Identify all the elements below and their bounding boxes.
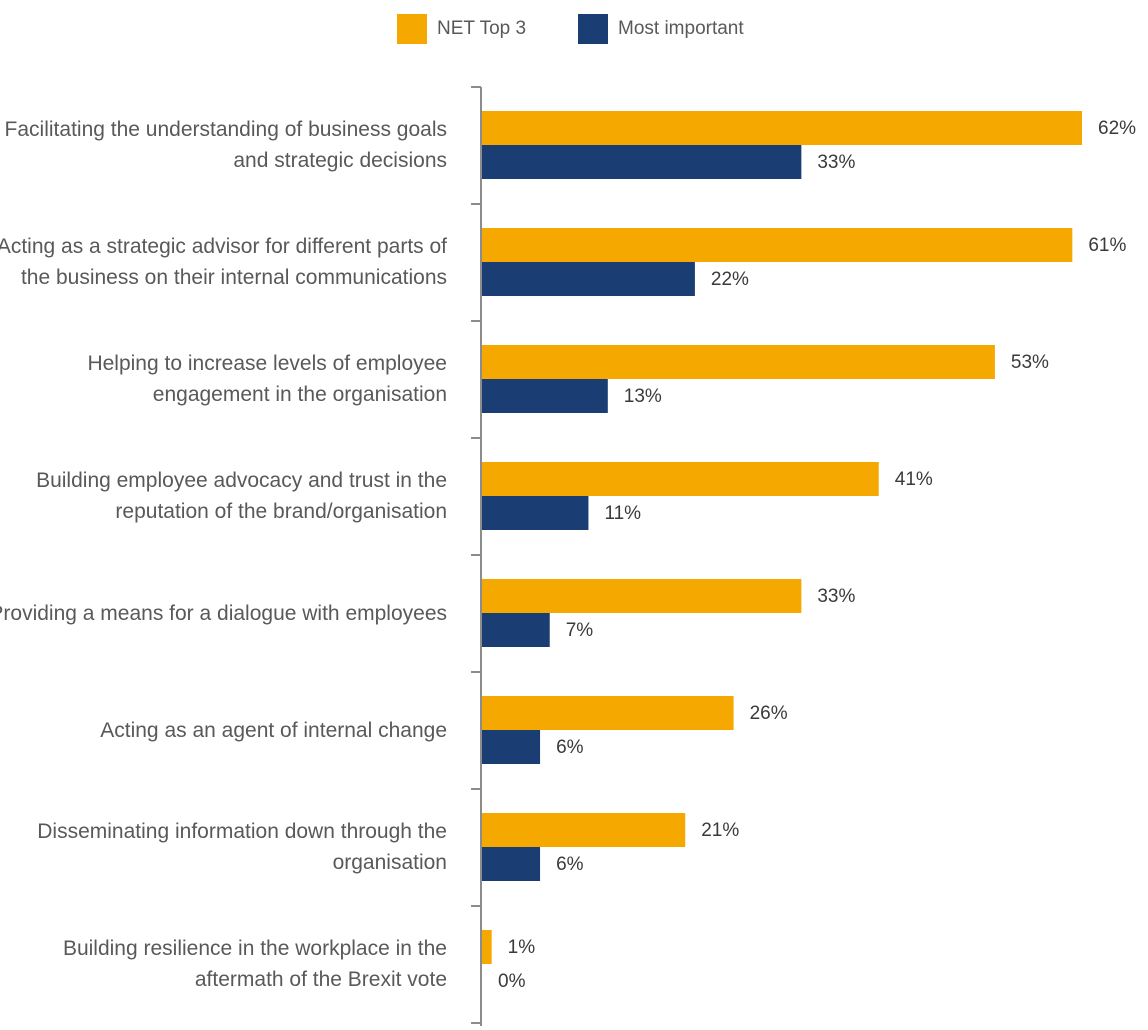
value-label-most-important: 6% (556, 737, 584, 758)
value-label-net-top-3: 61% (1088, 235, 1127, 256)
value-label-net-top-3: 41% (894, 469, 933, 490)
value-label-most-important: 33% (817, 152, 856, 173)
bar-most-important (482, 262, 695, 296)
value-label-most-important: 7% (565, 620, 594, 641)
bar-net-top-3 (482, 345, 995, 379)
category-label: Helping to increase levels of employee e… (87, 352, 447, 406)
value-label-net-top-3: 21% (701, 820, 740, 841)
bar-net-top-3 (482, 462, 879, 496)
legend-item-most-important: Most important (578, 12, 744, 46)
category-label: Building resilience in the workplace in … (62, 937, 447, 991)
category-label: Acting as a strategic advisor for differ… (0, 235, 447, 289)
bar-most-important (482, 730, 541, 764)
category-label: Acting as an agent of internal change (100, 718, 447, 742)
bar-net-top-3 (482, 813, 686, 847)
bar-net-top-3 (482, 696, 734, 730)
category-label: Facilitating the understanding of busine… (4, 118, 447, 172)
bar-most-important (482, 145, 802, 179)
value-label-most-important: 13% (623, 386, 662, 407)
legend: NET Top 3 Most important (0, 12, 1148, 46)
value-label-net-top-3: 62% (1098, 118, 1137, 139)
legend-label-most-important: Most important (618, 18, 744, 39)
bar-most-important (482, 379, 608, 413)
category-label: Providing a means for a dialogue with em… (0, 601, 447, 625)
legend-swatch-net-top-3 (397, 14, 427, 44)
value-label-net-top-3: 1% (507, 937, 536, 958)
value-label-net-top-3: 53% (1010, 352, 1049, 373)
value-label-most-important: 11% (604, 503, 642, 524)
legend-swatch-most-important (578, 14, 608, 44)
value-label-most-important: 0% (498, 971, 526, 992)
bar-most-important (482, 847, 541, 881)
bar-net-top-3 (482, 228, 1073, 262)
bar-most-important (482, 613, 550, 647)
legend-item-net-top-3: NET Top 3 (397, 12, 526, 46)
bar-net-top-3 (482, 111, 1082, 145)
value-label-net-top-3: 26% (749, 703, 788, 724)
value-label-most-important: 6% (556, 854, 584, 875)
bar-net-top-3 (482, 930, 492, 964)
category-label: Building employee advocacy and trust in … (36, 469, 447, 523)
value-label-net-top-3: 33% (817, 586, 856, 607)
value-label-most-important: 22% (710, 269, 749, 290)
bar-most-important (482, 496, 589, 530)
category-label: Disseminating information down through t… (37, 820, 447, 874)
bar-net-top-3 (482, 579, 802, 613)
legend-label-net-top-3: NET Top 3 (437, 18, 527, 39)
